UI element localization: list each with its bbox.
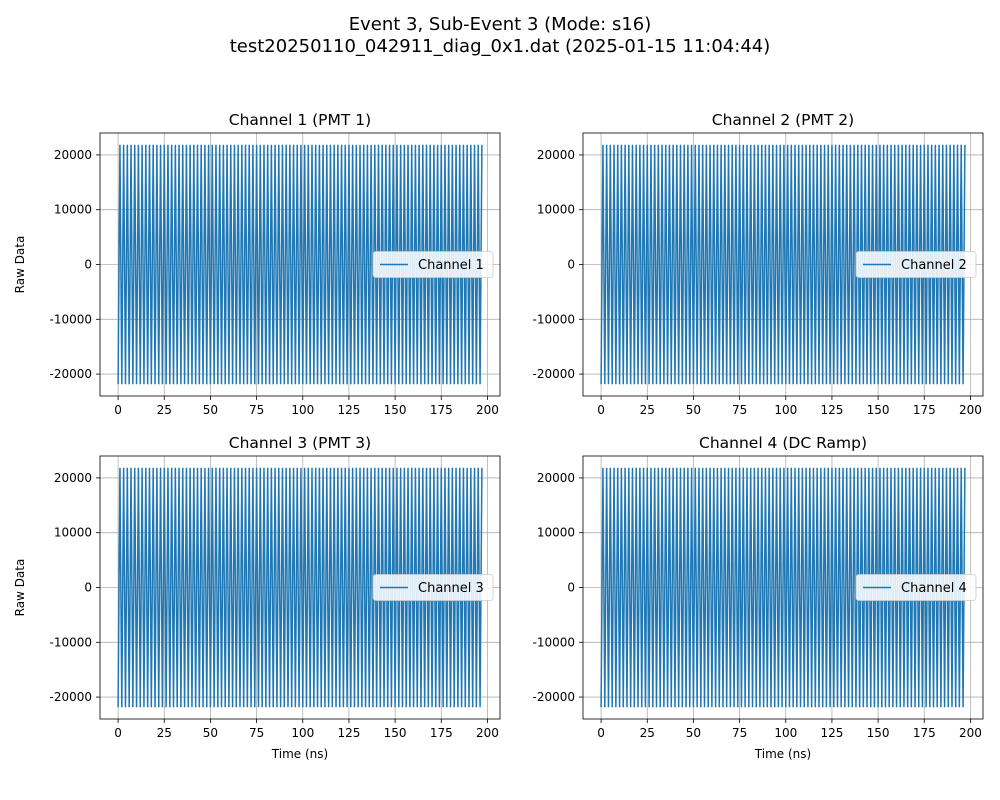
figure-subtitle: test20250110_042911_diag_0x1.dat (2025-0… bbox=[229, 36, 771, 57]
figure-title: Event 3, Sub-Event 3 (Mode: s16) bbox=[348, 14, 652, 35]
x-tick-label: 25 bbox=[640, 403, 655, 417]
y-tick-label: 10000 bbox=[537, 203, 575, 217]
x-tick-label: 75 bbox=[732, 403, 747, 417]
x-tick-label: 200 bbox=[476, 403, 499, 417]
x-tick-label: 200 bbox=[959, 726, 982, 740]
x-tick-label: 50 bbox=[686, 403, 701, 417]
legend-box bbox=[855, 251, 977, 278]
x-tick-label: 75 bbox=[249, 726, 264, 740]
legend: Channel 2 bbox=[855, 251, 977, 278]
x-tick-label: 50 bbox=[686, 726, 701, 740]
series-line-4 bbox=[600, 467, 966, 708]
panel-title: Channel 1 (PMT 1) bbox=[229, 111, 371, 129]
x-tick-label: 0 bbox=[114, 403, 122, 417]
x-tick-label: 200 bbox=[959, 403, 982, 417]
x-tick-label: 150 bbox=[384, 403, 407, 417]
y-tick-label: 10000 bbox=[54, 526, 92, 540]
x-tick-label: 75 bbox=[249, 403, 264, 417]
x-axis-label: Time (ns) bbox=[754, 747, 811, 761]
x-tick-label: 175 bbox=[430, 403, 453, 417]
x-tick-label: 25 bbox=[157, 726, 172, 740]
x-tick-label: 175 bbox=[913, 403, 936, 417]
y-tick-label: -20000 bbox=[532, 367, 575, 381]
y-tick-label: 0 bbox=[567, 258, 575, 272]
x-tick-label: 125 bbox=[337, 726, 360, 740]
y-tick-label: -10000 bbox=[532, 312, 575, 326]
legend: Channel 1 bbox=[372, 251, 494, 278]
y-tick-label: 10000 bbox=[54, 203, 92, 217]
y-tick-label: 20000 bbox=[54, 471, 92, 485]
x-tick-label: 125 bbox=[820, 726, 843, 740]
legend-box bbox=[855, 574, 977, 601]
x-tick-label: 150 bbox=[867, 403, 890, 417]
panel-1: 0 25 50 75 100 125 150 175 200 -20000 -10000 0 10000… bbox=[13, 111, 501, 417]
x-tick-label: 25 bbox=[640, 726, 655, 740]
x-tick-label: 100 bbox=[291, 403, 314, 417]
legend-label: Channel 4 bbox=[901, 581, 967, 596]
series-line-2 bbox=[600, 144, 966, 385]
y-tick-label: 0 bbox=[84, 258, 92, 272]
y-tick-label: 20000 bbox=[537, 471, 575, 485]
x-tick-label: 100 bbox=[291, 726, 314, 740]
panel-title: Channel 3 (PMT 3) bbox=[229, 434, 371, 452]
panel-2: 0 25 50 75 100 125 150 175 200 -20000 -10000 0 10000… bbox=[532, 111, 984, 417]
x-tick-label: 75 bbox=[732, 726, 747, 740]
panel-title: Channel 2 (PMT 2) bbox=[712, 111, 854, 129]
legend-box bbox=[372, 574, 494, 601]
series-line-3 bbox=[117, 467, 483, 708]
legend: Channel 4 bbox=[855, 574, 977, 601]
legend-label: Channel 1 bbox=[418, 258, 484, 273]
x-tick-label: 150 bbox=[867, 726, 890, 740]
panel-3: 0 25 50 75 100 125 150 175 200 -20000 -10000 0 10000… bbox=[13, 434, 501, 761]
y-tick-label: -20000 bbox=[49, 367, 92, 381]
x-tick-label: 50 bbox=[203, 403, 218, 417]
y-axis-label: Raw Data bbox=[13, 236, 27, 294]
y-tick-label: 20000 bbox=[54, 148, 92, 162]
legend-label: Channel 2 bbox=[901, 258, 967, 273]
panel-4: 0 25 50 75 100 125 150 175 200 -20000 -10000 0 10000… bbox=[532, 434, 984, 761]
x-tick-label: 125 bbox=[337, 403, 360, 417]
y-tick-label: -20000 bbox=[49, 690, 92, 704]
y-tick-label: 10000 bbox=[537, 526, 575, 540]
y-tick-label: 0 bbox=[84, 581, 92, 595]
y-tick-label: 20000 bbox=[537, 148, 575, 162]
x-tick-label: 175 bbox=[430, 726, 453, 740]
legend-label: Channel 3 bbox=[418, 581, 484, 596]
y-tick-label: -10000 bbox=[49, 312, 92, 326]
y-tick-label: 0 bbox=[567, 581, 575, 595]
x-tick-label: 0 bbox=[597, 726, 605, 740]
series-line-1 bbox=[117, 144, 483, 385]
y-tick-label: -10000 bbox=[49, 635, 92, 649]
x-tick-label: 100 bbox=[774, 403, 797, 417]
x-tick-label: 125 bbox=[820, 403, 843, 417]
y-tick-label: -10000 bbox=[532, 635, 575, 649]
x-tick-label: 200 bbox=[476, 726, 499, 740]
legend: Channel 3 bbox=[372, 574, 494, 601]
x-axis-label: Time (ns) bbox=[271, 747, 328, 761]
x-tick-label: 25 bbox=[157, 403, 172, 417]
x-tick-label: 50 bbox=[203, 726, 218, 740]
x-tick-label: 0 bbox=[114, 726, 122, 740]
y-tick-label: -20000 bbox=[532, 690, 575, 704]
panel-title: Channel 4 (DC Ramp) bbox=[699, 434, 867, 452]
x-tick-label: 150 bbox=[384, 726, 407, 740]
x-tick-label: 100 bbox=[774, 726, 797, 740]
x-tick-label: 0 bbox=[597, 403, 605, 417]
x-tick-label: 175 bbox=[913, 726, 936, 740]
y-axis-label: Raw Data bbox=[13, 559, 27, 617]
legend-box bbox=[372, 251, 494, 278]
